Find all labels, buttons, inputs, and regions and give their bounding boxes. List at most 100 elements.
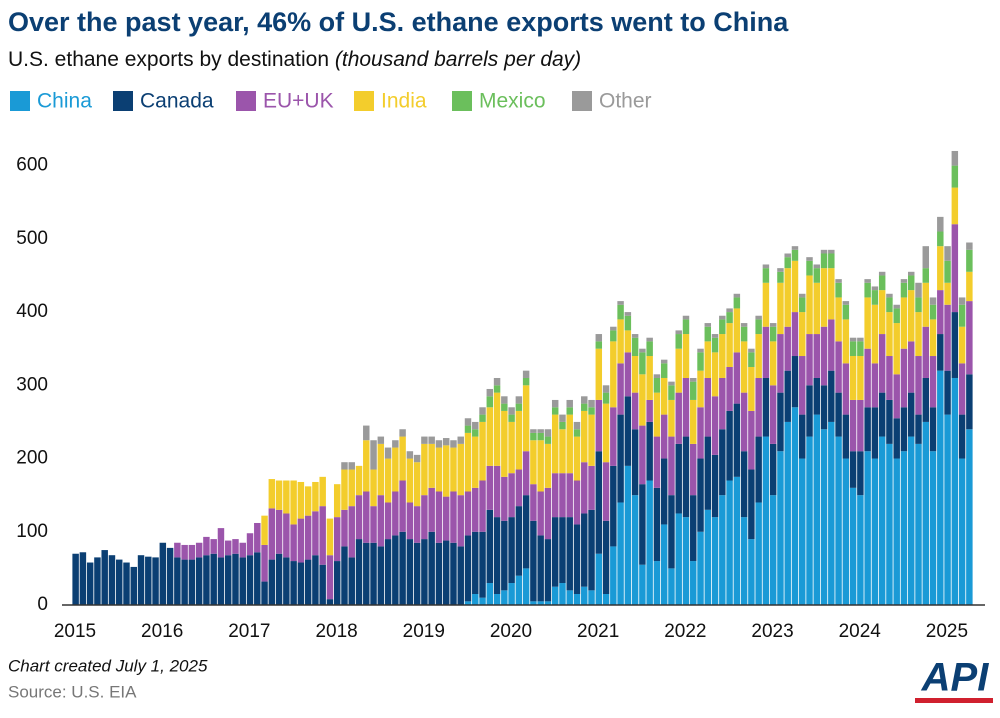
bar-segment	[283, 513, 290, 558]
bar-segment	[501, 476, 508, 521]
bar-segment	[464, 535, 472, 602]
bar-segment	[878, 436, 886, 605]
bar-segment	[740, 517, 748, 605]
bar-segment	[341, 469, 348, 510]
bar-segment	[660, 377, 668, 415]
bar-segment	[755, 502, 762, 605]
bar-segment	[951, 224, 959, 313]
bar-segment	[966, 374, 973, 430]
x-tick-label: 2025	[926, 621, 968, 642]
bar-segment	[450, 440, 457, 448]
bar-segment	[777, 282, 784, 335]
bar-segment	[711, 352, 719, 397]
bar-segment	[813, 264, 821, 269]
bar-segment	[195, 542, 203, 558]
bar-segment	[675, 330, 682, 335]
bar-segment	[333, 517, 341, 562]
bar-segment	[501, 520, 508, 591]
bar-segment	[864, 348, 871, 408]
y-tick-label: 500	[16, 228, 48, 249]
bar-segment	[479, 480, 486, 532]
bar-segment	[857, 495, 864, 605]
bar-segment	[682, 315, 690, 320]
y-tick-label: 600	[16, 155, 48, 176]
bar-segment	[835, 392, 842, 437]
bar-segment	[457, 495, 464, 547]
bar-segment	[740, 451, 748, 518]
bar-segment	[530, 429, 537, 433]
bar-segment	[769, 385, 777, 444]
bar-segment	[842, 304, 850, 320]
bar-segment	[268, 479, 276, 509]
bar-segment	[748, 348, 755, 353]
bar-segment	[849, 399, 857, 452]
bar-segment	[929, 451, 937, 605]
bar-segment	[479, 531, 486, 598]
bar-segment	[784, 421, 791, 605]
bar-segment	[820, 268, 828, 327]
bar-segment	[799, 312, 806, 357]
bar-segment	[159, 542, 167, 605]
bar-segment	[551, 399, 559, 408]
y-tick-label: 0	[37, 594, 48, 615]
bar-segment	[929, 356, 937, 408]
bar-segment	[479, 414, 486, 422]
bar-segment	[704, 326, 712, 342]
bar-segment	[937, 246, 944, 291]
bar-segment	[857, 341, 864, 357]
bar-segment	[602, 520, 610, 595]
bar-segment	[922, 421, 930, 605]
bar-segment	[479, 407, 486, 415]
bar-segment	[871, 286, 879, 291]
bar-segment	[421, 495, 428, 540]
bar-segment	[442, 540, 450, 605]
bar-segment	[86, 562, 94, 605]
bar-segment	[406, 458, 414, 503]
bar-segment	[573, 524, 581, 595]
bar-segment	[464, 601, 472, 605]
bar-segment	[428, 531, 435, 605]
bar-segment	[849, 451, 857, 488]
bar-segment	[871, 407, 879, 459]
bar-segment	[283, 557, 290, 605]
x-tick-label: 2024	[839, 621, 882, 642]
bar-segment	[682, 517, 690, 605]
bar-segment	[370, 469, 377, 507]
bar-segment	[602, 392, 610, 404]
bar-segment	[799, 356, 806, 415]
subtitle-text: U.S. ethane exports by destination	[8, 48, 329, 71]
bar-segment	[653, 487, 661, 562]
bar-segment	[726, 480, 733, 605]
bar-segment	[421, 539, 428, 605]
bar-segment	[733, 293, 741, 298]
bar-segment	[908, 341, 915, 393]
bar-segment	[268, 508, 276, 560]
bar-segment	[682, 334, 690, 378]
bar-segment	[748, 539, 755, 605]
bar-segment	[210, 553, 217, 605]
bar-segment	[341, 546, 348, 605]
bar-segment	[254, 552, 261, 605]
bar-segment	[639, 484, 646, 565]
bar-segment	[675, 348, 682, 393]
bar-segment	[777, 451, 784, 605]
bar-segment	[588, 590, 595, 605]
bar-segment	[631, 334, 639, 338]
bar-segment	[668, 385, 675, 400]
bar-segment	[915, 414, 922, 444]
bar-segment	[878, 271, 886, 276]
bar-segment	[515, 410, 523, 470]
plot	[72, 150, 973, 605]
x-tick-label: 2022	[664, 621, 706, 642]
bar-segment	[697, 348, 704, 353]
bar-segment	[355, 495, 363, 540]
bar-segment	[820, 326, 828, 386]
bar-segment	[660, 363, 668, 378]
legend-swatch	[354, 91, 374, 111]
bar-segment	[377, 546, 385, 605]
bar-segment	[435, 491, 443, 543]
bar-segment	[748, 352, 755, 367]
bar-segment	[791, 312, 799, 357]
bar-segment	[210, 539, 217, 554]
